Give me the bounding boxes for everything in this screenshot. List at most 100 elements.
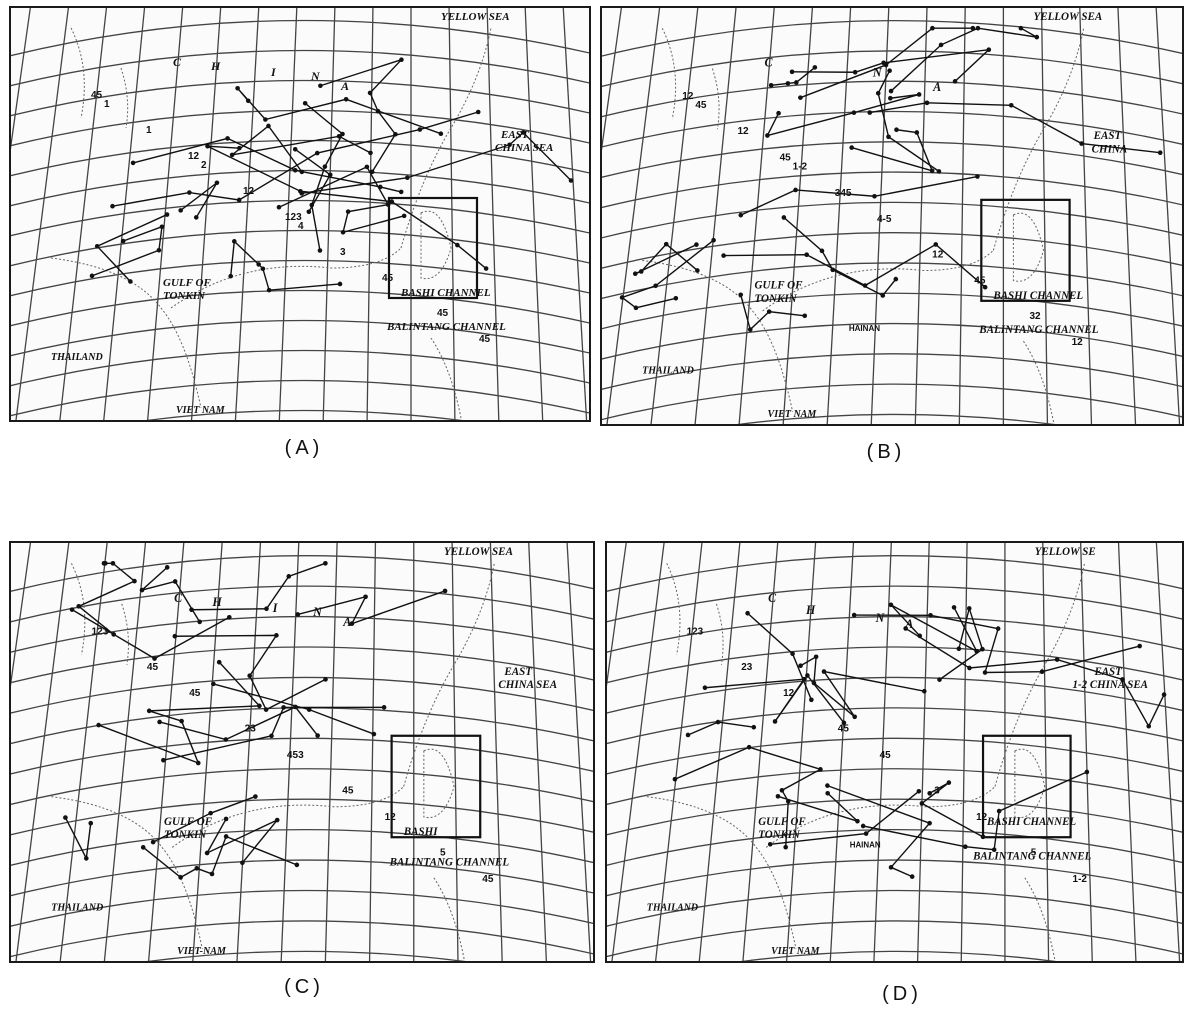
track-point [152,656,157,661]
track-point [872,193,877,199]
coastline [646,563,1085,960]
coast-line [171,786,405,848]
track-point [672,776,678,782]
label-thailand: THAILAND [647,902,699,913]
parallel-line [607,798,1182,836]
track-point [189,607,194,613]
track-point [841,720,847,726]
track-point [1146,723,1152,729]
parallel-line [602,19,1182,57]
track-point [340,229,346,235]
track-point [1084,769,1090,775]
track-point [226,614,232,620]
track-point [801,676,807,682]
track-point [793,187,798,193]
label-bashi-channel: BASHI CHANNEL [992,290,1083,302]
storm-track [747,612,813,701]
storm-track [320,59,402,173]
track-point [851,612,857,618]
coastline [51,563,495,960]
track-point [367,90,373,96]
label-tonkin: TONKIN [164,829,207,841]
storm-track [304,102,344,251]
track-number-label: 23 [741,662,752,673]
storm-track [674,746,823,848]
track-point [813,654,819,660]
track-point [161,757,166,763]
storm-track [180,182,218,218]
storm-track [231,124,371,173]
track-point [805,673,810,678]
track-point [266,287,272,293]
label-china-n: N [875,611,886,625]
label-gulf-of: GULF OF [755,280,804,292]
storm-track [207,145,487,270]
label-china-sea: CHINA [1092,143,1128,155]
track-number-label: 32 [1029,311,1041,322]
track-point [917,633,923,639]
track-point [875,90,881,96]
storm-track [877,70,940,172]
track-number-label: 453 [287,750,304,761]
storm-track [771,66,816,86]
parallel-line [602,292,1182,330]
track-number-label: 45 [382,273,394,284]
label-yellow-sea: YELLOW SEA [444,546,513,558]
track-point [1157,150,1163,155]
label-china-c: C [174,591,183,605]
meridian-line [654,543,703,961]
track-point [83,856,89,861]
parallel-line [11,920,593,958]
parallel-line [11,889,593,927]
track-point [936,169,942,174]
label-gulf-of: GULF OF [163,277,211,289]
island-outline [1014,748,1046,819]
track-point [286,574,292,579]
meridian-line [528,543,547,961]
storm-track [163,706,385,761]
track-point [235,85,240,91]
label-china-a: A [904,617,913,631]
track-number-label: 45 [838,724,849,735]
track-point [721,253,726,258]
track-point [887,68,892,74]
track-number-label: 12 [932,249,944,260]
track-point [775,793,781,799]
track-point [893,276,899,282]
track-point [919,801,925,806]
parallel-line [607,737,1182,775]
label-viet-nam: VIET NAM [771,946,820,957]
terrain-line [70,27,129,129]
parallel-line [11,585,593,623]
label-china-a: A [932,80,941,94]
meridian-line [1117,8,1137,424]
island-outline [420,210,452,280]
track-point [790,651,795,657]
label-china-sea: CHINA SEA [498,679,557,691]
parallel-line [607,768,1182,806]
label-china-n: N [310,69,321,83]
meridian-line [1040,8,1049,424]
terrain-line [661,27,720,130]
parallel-line [11,79,589,117]
track-point [1018,25,1024,31]
storm-track [142,835,298,879]
meridian-line [103,8,146,420]
track-point [253,794,258,799]
meridian-line [15,543,70,961]
track-point [991,847,997,853]
track-point [216,659,222,665]
track-point [209,871,215,877]
track-point [438,131,444,136]
label-china-i: I [270,65,277,79]
track-point [1034,34,1040,40]
meridian-line [958,8,966,424]
track-number-label: 5 [1031,847,1037,858]
track-point [101,560,107,566]
track-point [982,284,988,290]
label-viet-nam: VIET-NAM [177,946,227,957]
track-point [274,633,279,638]
track-number-label: 12 [976,812,987,823]
